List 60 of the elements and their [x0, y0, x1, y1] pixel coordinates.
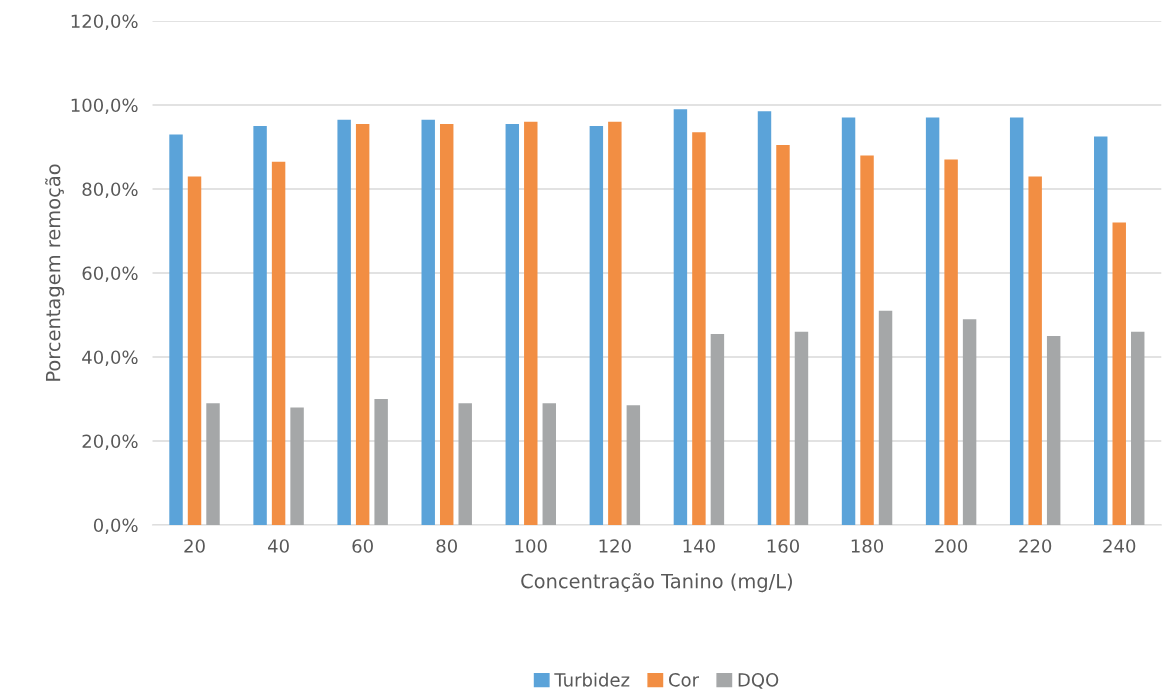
x-tick-label: 80 [436, 539, 458, 553]
legend-label: Cor [668, 673, 700, 687]
bar [421, 119, 435, 525]
bar [710, 333, 725, 525]
bar [458, 403, 472, 525]
x-tick-label: 60 [352, 539, 373, 553]
x-tick-label: 20 [184, 539, 205, 553]
bar [673, 109, 688, 525]
y-tick-label: 100,0% [71, 98, 138, 114]
bar [925, 117, 940, 525]
bar [524, 121, 538, 525]
legend-label: Turbidez [554, 672, 630, 687]
y-tick-label: 80,0% [82, 182, 138, 198]
y-tick-label: 60,0% [82, 266, 138, 282]
bar [1028, 176, 1042, 525]
bar [290, 407, 304, 525]
bar [337, 119, 351, 525]
bar [962, 319, 977, 525]
bar [271, 161, 286, 525]
x-tick-label: 200 [935, 539, 968, 553]
bar [878, 310, 893, 525]
x-tick-label: 40 [267, 539, 289, 553]
bar [439, 123, 454, 525]
bar [944, 159, 958, 525]
bar [1009, 117, 1024, 525]
x-axis-title: Concentração Tanino (mg/L) [521, 573, 792, 593]
bar [1112, 222, 1126, 525]
y-tick-label: 0,0% [93, 518, 138, 534]
bar [505, 123, 520, 525]
bar [841, 117, 856, 525]
x-tick-label: 240 [1103, 539, 1136, 553]
bar [608, 121, 622, 525]
bar [1094, 136, 1108, 525]
x-tick-label: 160 [767, 539, 800, 553]
legend-label: DQO [738, 673, 779, 689]
bar [187, 176, 202, 525]
x-tick-label: 220 [1019, 539, 1052, 553]
x-tick-label: 140 [683, 539, 715, 553]
x-tick-label: 100 [515, 539, 547, 553]
bar [589, 126, 604, 525]
bar [374, 399, 388, 525]
y-tick-label: 20,0% [82, 434, 138, 450]
x-tick-label: 180 [851, 539, 884, 553]
bar [692, 132, 706, 525]
y-tick-label: 120,0% [71, 14, 138, 30]
bar [776, 144, 790, 525]
bar [860, 155, 874, 525]
bar [1046, 336, 1061, 525]
bar [542, 403, 556, 525]
bar [626, 405, 641, 525]
bar [794, 331, 809, 525]
y-tick-label: 40,0% [82, 350, 138, 366]
bar [757, 111, 772, 525]
x-tick-label: 120 [599, 539, 631, 553]
bar [1131, 331, 1145, 525]
bar [355, 123, 370, 525]
bar [253, 126, 267, 525]
bar [206, 403, 220, 525]
y-axis-title: Porcentagem remoção [45, 164, 65, 381]
bar [169, 134, 183, 525]
